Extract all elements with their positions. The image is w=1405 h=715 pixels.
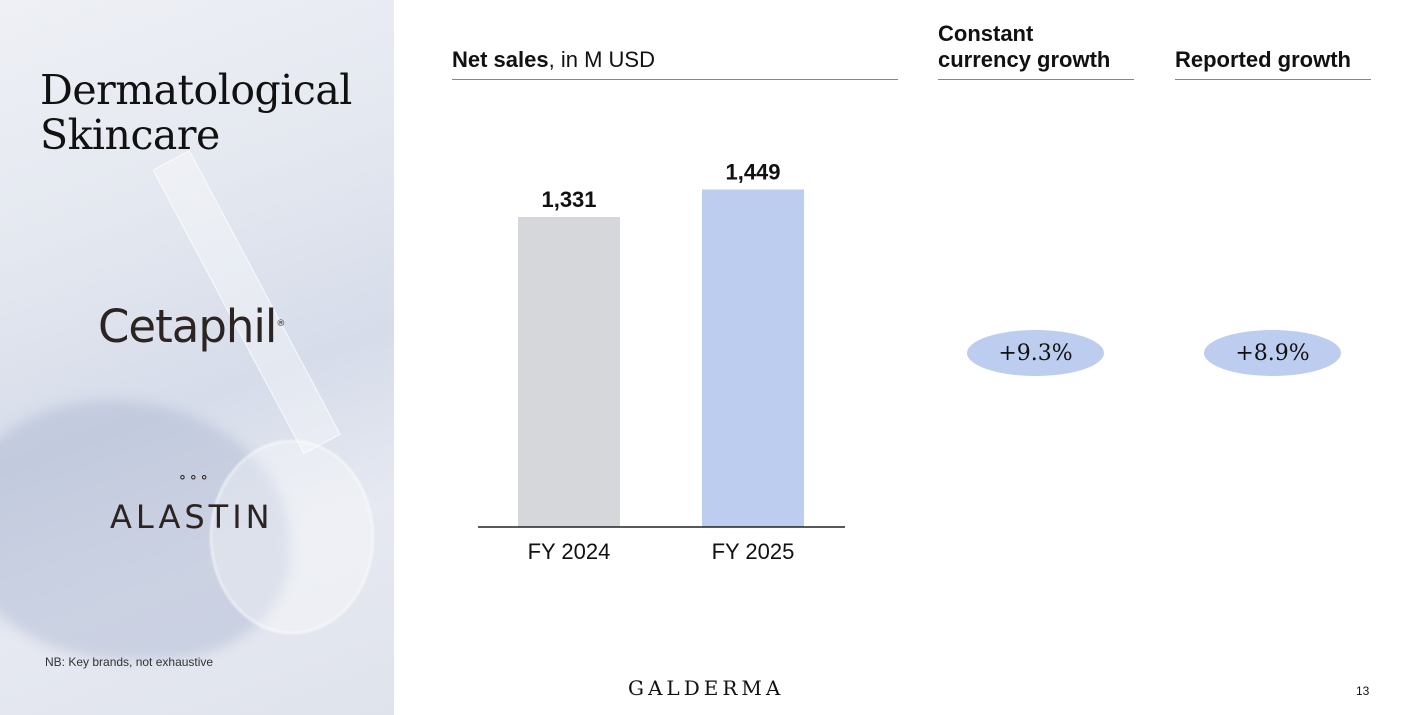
reported-growth-pill: +8.9% <box>1204 330 1341 376</box>
reported-growth-header: Reported growth <box>1175 47 1371 80</box>
title-line-1: Dermatological <box>40 66 352 114</box>
x-tick-label: FY 2025 <box>712 539 795 564</box>
cetaphil-text: Cetaphil <box>98 300 277 353</box>
x-tick-label: FY 2024 <box>528 539 611 564</box>
bar-fy-2024 <box>518 217 620 527</box>
brand-panel: Dermatological Skincare Cetaphil® ⚬⚬⚬ AL… <box>0 0 394 715</box>
footnote: NB: Key brands, not exhaustive <box>45 655 214 669</box>
alastin-molecule-icon: ⚬⚬⚬ <box>177 470 210 485</box>
cc-line-2: currency growth <box>938 47 1111 72</box>
background-photo-flask <box>210 440 374 634</box>
page-number: 13 <box>1356 684 1370 698</box>
constant-currency-header: Constant currency growth <box>938 21 1134 80</box>
bar-fy-2025 <box>702 189 804 527</box>
constant-currency-growth-pill: +9.3% <box>967 330 1104 376</box>
net-sales-unit: , in M USD <box>548 47 655 72</box>
net-sales-bold: Net sales <box>452 47 549 72</box>
net-sales-header: Net sales, in M USD <box>452 47 898 80</box>
net-sales-bar-chart: 1,331 FY 2024 1,449 FY 2025 <box>478 160 845 564</box>
section-title: Dermatological Skincare <box>40 68 352 158</box>
data-label: 1,449 <box>725 160 780 185</box>
cetaphil-logo: Cetaphil® <box>98 300 286 353</box>
alastin-logo: ALASTIN <box>110 498 274 536</box>
data-label: 1,331 <box>541 187 596 212</box>
cc-line-1: Constant <box>938 21 1034 46</box>
galderma-logo: GALDERMA <box>628 676 785 700</box>
title-line-2: Skincare <box>40 111 220 159</box>
